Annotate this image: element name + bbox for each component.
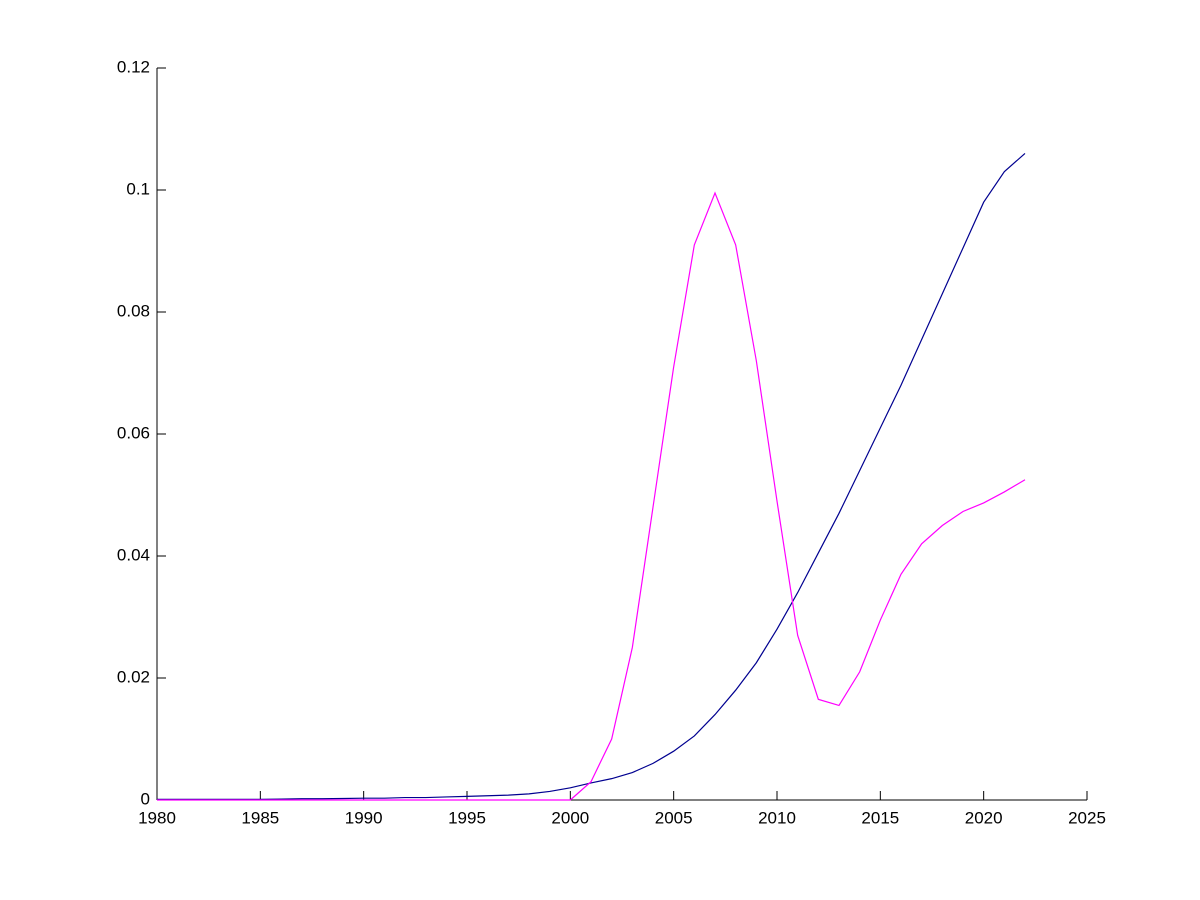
x-tick-label: 2000 [551,808,589,827]
x-tick-label: 2020 [965,808,1003,827]
x-tick-label: 2025 [1068,808,1106,827]
x-tick-label: 1980 [138,808,176,827]
x-tick-label: 1995 [448,808,486,827]
x-tick-label: 1985 [241,808,279,827]
y-tick-label: 0.08 [117,301,150,320]
y-tick-label: 0.1 [126,179,150,198]
y-tick-label: 0 [141,789,150,808]
series-line [157,191,1026,801]
y-tick-label: 0.12 [117,57,150,76]
y-tick-label: 0.06 [117,423,150,442]
x-tick-label: 1990 [345,808,383,827]
x-tick-label: 2005 [655,808,693,827]
x-tick-label: 2015 [861,808,899,827]
y-tick-label: 0.04 [117,545,150,564]
y-tick-label: 0.02 [117,667,150,686]
series-line [157,152,1026,800]
x-tick-label: 2010 [758,808,796,827]
